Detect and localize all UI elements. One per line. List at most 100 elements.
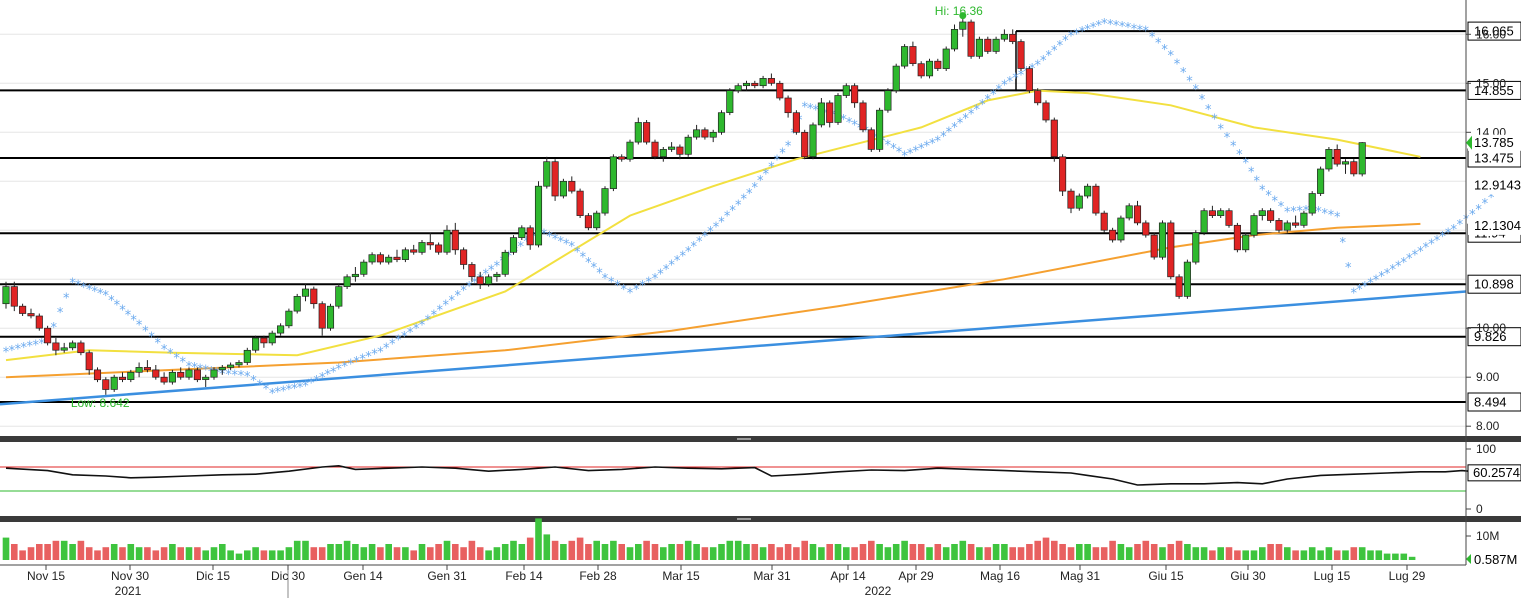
candle-body-139 [1158,222,1167,258]
candle-body-147 [1225,210,1233,226]
candle-108 [901,44,909,69]
candle-54 [451,222,459,255]
sar-point-228: * [1321,207,1328,222]
candle-109 [909,41,917,67]
candle-130 [1084,183,1092,199]
sar-point-212: * [1224,131,1231,146]
x-tick-5: Gen 31 [427,569,467,583]
sar-point-43: * [257,378,264,393]
candle-59 [493,271,501,282]
sar-point-249: * [1439,230,1446,245]
sar-point-67: * [395,334,402,349]
candle-0 [2,281,10,309]
candle-113 [942,46,950,71]
volume-bar-74 [618,544,625,560]
splitter-handle-2[interactable] [737,518,751,520]
volume-bar-68 [568,540,576,560]
volume-bar-122 [1017,547,1025,560]
sar-point-79: * [466,280,473,295]
sar-point-225: * [1303,204,1310,219]
candle-body-27 [227,364,235,368]
volume-bar-16 [135,547,143,560]
candle-123 [1025,66,1033,94]
candle-body-74 [618,156,626,160]
candle-body-29 [243,349,251,363]
candle-89 [742,80,751,91]
volume-bar-97 [809,544,817,560]
annotations-layer: Hi: 16.36 Low: 8.642 [71,4,983,410]
candle-148 [1233,222,1241,253]
candle-body-57 [476,276,484,285]
candle-body-94 [784,97,792,114]
volume-bar-22 [185,547,193,560]
sar-point-244: * [1412,249,1419,264]
candle-body-113 [942,48,950,69]
candle-body-28 [235,362,243,366]
candle-69 [576,188,584,218]
splitter-handle-1[interactable] [737,438,751,440]
panel-separator-1[interactable] [0,436,1521,442]
candle-68 [568,176,576,194]
volume-bar-146 [1217,547,1224,560]
candle-body-127 [1059,156,1067,192]
candle-112 [934,58,942,71]
volume-bar-149 [1242,550,1249,560]
sar-point-28: * [167,347,174,362]
level-label-6: 8.494 [1474,395,1507,410]
sar-point-251: * [1450,223,1457,238]
candle-body-18 [152,369,160,378]
candle-141 [1175,274,1183,299]
candle-127 [1059,154,1067,196]
sar-point-4: * [27,340,34,355]
candle-119 [992,36,1000,54]
sar-point-146: * [846,116,853,131]
candle-body-8 [69,342,77,349]
level-label-4: 10.898 [1474,277,1514,292]
candle-51 [426,232,434,250]
sar-point-10: * [63,291,70,306]
volume-bar-64 [535,518,542,560]
sar-point-176: * [1012,72,1019,87]
sar-point-247: * [1428,238,1435,253]
sar-point-174: * [1001,78,1008,93]
sar-point-123: * [718,215,725,230]
sar-point-224: * [1297,204,1304,219]
candle-84 [701,127,709,140]
volume-bar-48 [402,547,409,560]
sar-point-98: * [574,245,581,260]
candle-79 [659,147,667,162]
sar-point-45: * [269,387,276,402]
sar-point-191: * [1095,19,1102,34]
candle-28 [235,360,243,368]
sar-point-185: * [1062,34,1069,49]
candle-7 [60,342,68,353]
volume-bar-30 [252,547,259,560]
candle-12 [102,377,110,395]
volume-bar-119 [992,544,1000,560]
sar-point-238: * [1378,270,1385,285]
candle-94 [784,95,792,118]
sar-point-40: * [238,369,245,384]
candle-body-66 [551,161,559,197]
volume-bar-13 [110,544,118,560]
sar-point-88: * [517,240,524,255]
volume-bar-132 [1100,547,1108,560]
candle-body-1 [10,286,18,307]
volume-bar-157 [1308,547,1316,560]
volume-last-tag [1468,552,1521,567]
x-tick-14: Giu 15 [1148,569,1184,583]
sar-point-245: * [1417,245,1424,260]
candle-body-108 [901,46,909,67]
candle-27 [227,362,235,370]
volume-bar-50 [418,544,426,560]
rsi-tick-1: 0 [1476,502,1483,516]
candle-body-2 [19,305,27,314]
candle-72 [601,186,609,216]
candle-body-7 [60,347,68,351]
sar-point-209: * [1205,103,1212,118]
panel-separator-2[interactable] [0,516,1521,522]
candle-115 [959,16,967,37]
volume-bar-82 [684,540,692,560]
sar-point-193: * [1107,18,1114,33]
